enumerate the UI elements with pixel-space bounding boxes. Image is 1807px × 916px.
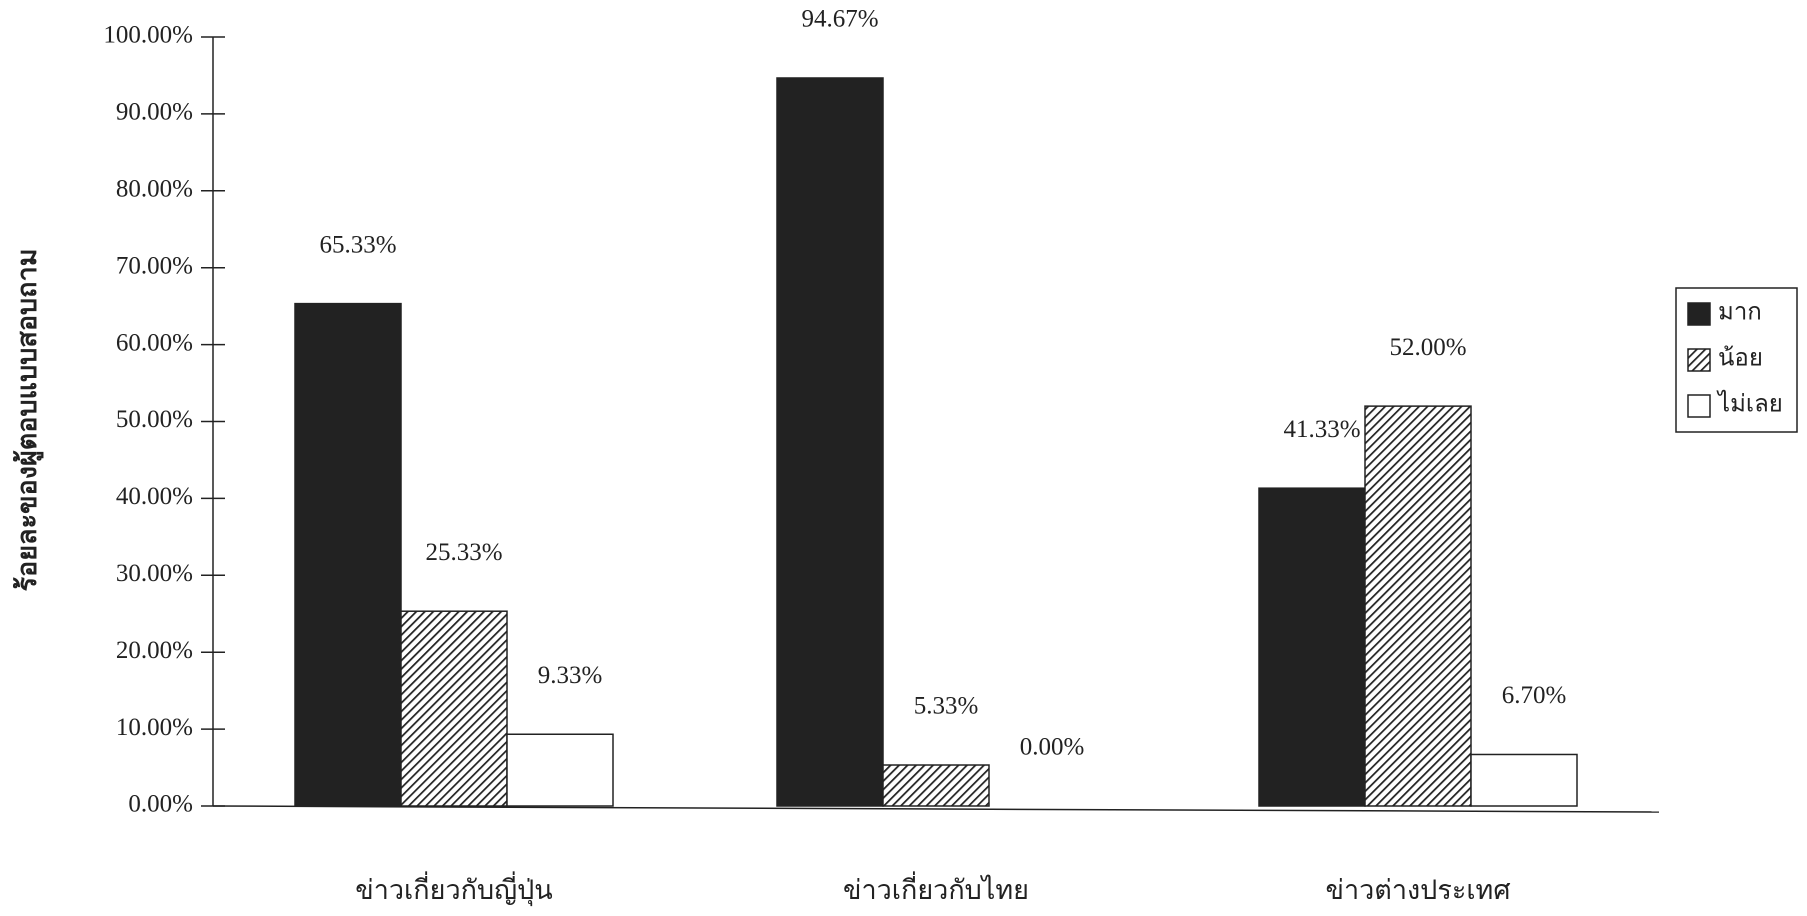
x-tick-label: ข่าวเกี่ยวกับไทย xyxy=(843,871,1029,905)
value-label: 6.70% xyxy=(1502,682,1567,709)
value-label: 94.67% xyxy=(801,6,878,33)
bar xyxy=(294,302,402,807)
legend-label: น้อย xyxy=(1718,346,1763,372)
x-tick-label: ข่าวเกี่ยวกับญี่ปุ่น xyxy=(355,871,552,907)
legend-swatch xyxy=(1687,394,1711,418)
value-label: 0.00% xyxy=(1020,734,1085,761)
value-label: 9.33% xyxy=(538,662,603,689)
legend-swatch xyxy=(1687,348,1711,372)
y-tick-label: 100.00% xyxy=(103,22,193,49)
bar xyxy=(1470,753,1578,807)
legend-label: ไม่เลย xyxy=(1716,390,1783,418)
y-tick-label: 30.00% xyxy=(116,560,193,587)
bar xyxy=(400,610,508,807)
x-tick-label: ข่าวต่างประเทศ xyxy=(1326,875,1511,905)
bar xyxy=(506,733,614,807)
bar xyxy=(1258,487,1366,807)
bar xyxy=(1364,405,1472,807)
y-tick-label: 90.00% xyxy=(116,99,193,126)
y-tick-label: 60.00% xyxy=(116,329,193,356)
bar xyxy=(882,764,990,807)
legend-label: มาก xyxy=(1718,300,1762,326)
y-tick-label: 80.00% xyxy=(116,176,193,203)
legend-swatch xyxy=(1687,302,1711,326)
value-label: 65.33% xyxy=(319,231,396,258)
bar xyxy=(776,77,884,807)
x-axis xyxy=(212,805,1660,813)
y-tick-label: 70.00% xyxy=(116,252,193,279)
y-tick-label: 10.00% xyxy=(116,714,193,741)
value-label: 25.33% xyxy=(425,539,502,566)
value-label: 5.33% xyxy=(914,693,979,720)
y-tick-label: 50.00% xyxy=(116,406,193,433)
value-label: 52.00% xyxy=(1389,334,1466,361)
y-tick-label: 40.00% xyxy=(116,483,193,510)
y-axis-label: ร้อยละของผู้ตอบแบบสอบถาม xyxy=(12,249,44,592)
y-tick-label: 20.00% xyxy=(116,637,193,664)
y-tick-label: 0.00% xyxy=(128,791,193,818)
value-label: 41.33% xyxy=(1283,416,1360,443)
